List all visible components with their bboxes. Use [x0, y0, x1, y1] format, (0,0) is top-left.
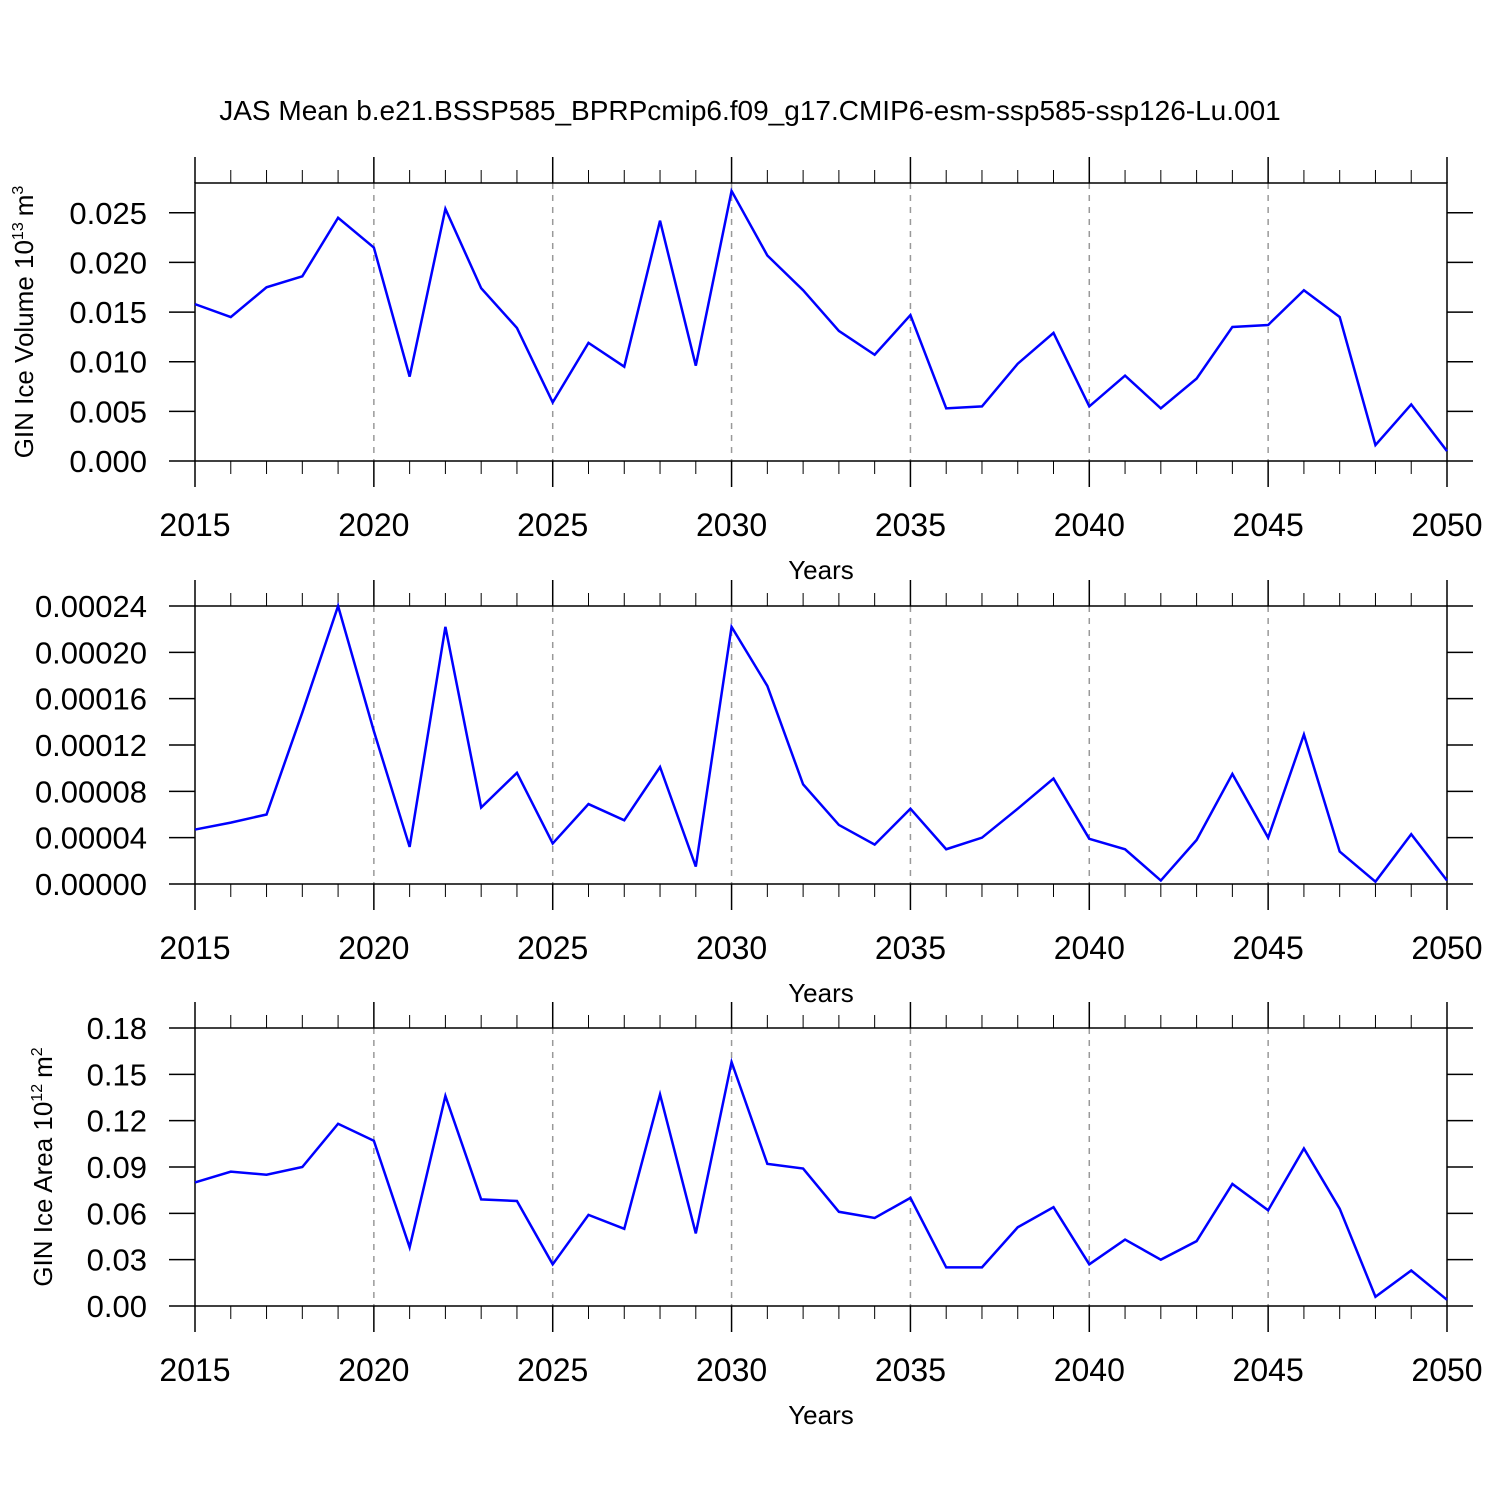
x-tick-label: 2040 [1054, 507, 1125, 543]
y-tick-label: 0.00008 [35, 774, 147, 809]
x-tick-label: 2025 [517, 507, 588, 543]
y-tick-label: 0.00020 [35, 635, 147, 670]
figure-title: JAS Mean b.e21.BSSP585_BPRPcmip6.f09_g17… [219, 95, 1280, 126]
y-label-text: GIN Ice Area 10 [28, 1102, 58, 1287]
y-label-unit: m [0, 602, 3, 624]
x-axis-label: Years [788, 978, 854, 1008]
y-tick-label: 0.12 [87, 1104, 147, 1139]
x-tick-label: 2035 [875, 507, 946, 543]
y-tick-label: 0.03 [87, 1243, 147, 1278]
y-tick-label: 0.00 [87, 1289, 147, 1324]
x-tick-label: 2035 [875, 1352, 946, 1388]
x-tick-label: 2020 [338, 1352, 409, 1388]
x-tick-label: 2025 [517, 930, 588, 966]
x-tick-label: 2035 [875, 930, 946, 966]
x-tick-label: 2045 [1233, 507, 1304, 543]
x-tick-label: 2045 [1233, 1352, 1304, 1388]
x-tick-label: 2015 [159, 930, 230, 966]
y-tick-label: 0.15 [87, 1057, 147, 1092]
x-axis-label: Years [788, 1400, 854, 1430]
x-tick-label: 2030 [696, 507, 767, 543]
x-axis-label: Years [788, 555, 854, 585]
plot-frame [194, 182, 1448, 462]
y-axis-label: GIN Ice Volume 1013 m3 [9, 186, 39, 459]
data-line [194, 187, 1448, 452]
y-tick-label: 0.000 [69, 444, 147, 479]
y-label-exponent: 12 [29, 1084, 46, 1102]
x-tick-label: 2040 [1054, 1352, 1125, 1388]
y-tick-label: 0.010 [69, 345, 147, 380]
y-tick-label: 0.18 [87, 1011, 147, 1046]
y-tick-label: 0.025 [69, 196, 147, 231]
y-axis-label: GIN Snow Volume 1013m3 [0, 593, 3, 896]
y-tick-label: 0.00016 [35, 682, 147, 717]
y-tick-label: 0.005 [69, 394, 147, 429]
data-line [194, 1057, 1448, 1301]
y-tick-label: 0.06 [87, 1196, 147, 1231]
y-label-exponent: 13 [10, 222, 27, 240]
plot-frame [194, 605, 1448, 885]
y-tick-label: 0.09 [87, 1150, 147, 1185]
x-tick-label: 2015 [159, 1352, 230, 1388]
y-axis-label: GIN Ice Area 1012 m2 [28, 1047, 58, 1286]
plot-frame [194, 1027, 1448, 1307]
y-label-unit: m [9, 195, 39, 217]
y-label-text: GIN Snow Volume 10 [0, 648, 3, 897]
y-tick-label: 0.00012 [35, 728, 147, 763]
x-tick-label: 2030 [696, 930, 767, 966]
x-tick-label: 2045 [1233, 930, 1304, 966]
x-tick-label: 2050 [1411, 507, 1482, 543]
y-label-unit-exponent: 2 [29, 1047, 46, 1056]
y-label-unit-exponent: 3 [10, 186, 27, 195]
y-tick-label: 0.00000 [35, 867, 147, 902]
y-tick-label: 0.00004 [35, 821, 147, 856]
x-tick-label: 2050 [1411, 1352, 1482, 1388]
y-tick-label: 0.020 [69, 245, 147, 280]
x-tick-label: 2020 [338, 930, 409, 966]
y-label-text: GIN Ice Volume 10 [9, 240, 39, 458]
x-tick-label: 2040 [1054, 930, 1125, 966]
x-tick-label: 2020 [338, 507, 409, 543]
x-tick-label: 2030 [696, 1352, 767, 1388]
data-line [194, 601, 1448, 884]
y-tick-label: 0.00024 [35, 589, 147, 624]
x-tick-label: 2015 [159, 507, 230, 543]
x-tick-label: 2050 [1411, 930, 1482, 966]
y-label-unit: m [28, 1056, 58, 1078]
y-tick-label: 0.015 [69, 295, 147, 330]
x-tick-label: 2025 [517, 1352, 588, 1388]
